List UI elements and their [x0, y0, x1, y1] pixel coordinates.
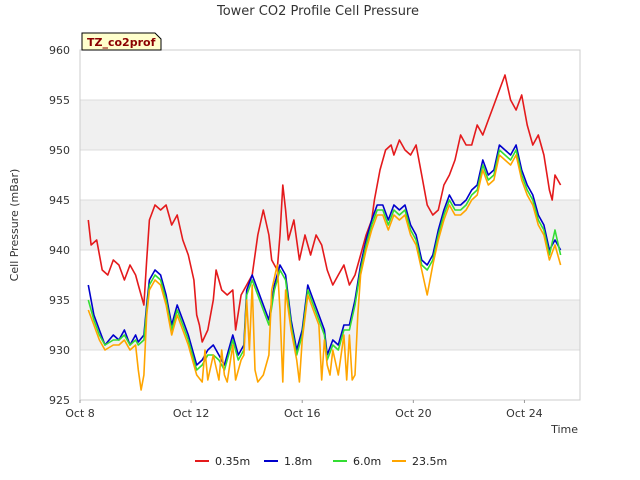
site-label: TZ_co2prof — [87, 36, 156, 49]
legend-label-1.8m: 1.8m — [284, 455, 312, 468]
y-axis-label: Cell Pressure (mBar) — [8, 169, 21, 282]
series-line-6.0m — [87, 149, 562, 371]
band-0 — [80, 100, 580, 150]
x-axis-label: Time — [550, 423, 578, 436]
chart-gridlines — [80, 49, 580, 401]
y-tick-925: 925 — [49, 394, 70, 407]
y-tick-945: 945 — [49, 194, 70, 207]
band-1 — [80, 200, 580, 250]
y-tick-940: 940 — [49, 244, 70, 257]
x-tick-labels: Oct 8 Oct 12 Oct 16 Oct 20 Oct 24 — [65, 400, 543, 420]
band-2 — [80, 300, 580, 350]
legend: 0.35m 1.8m 6.0m 23.5m — [195, 455, 447, 468]
x-tick-12: Oct 20 — [395, 407, 432, 420]
y-tick-960: 960 — [49, 44, 70, 57]
series-lines — [87, 74, 562, 391]
plot-area — [79, 49, 581, 401]
x-tick-0: Oct 8 — [65, 407, 95, 420]
legend-label-23.5m: 23.5m — [412, 455, 447, 468]
legend-label-6.0m: 6.0m — [353, 455, 381, 468]
site-label-tag — [81, 32, 162, 51]
series-line-1.8m — [87, 144, 562, 366]
x-tick-8: Oct 16 — [284, 407, 321, 420]
series-line-0.35m — [87, 74, 562, 343]
x-tick-4: Oct 12 — [173, 407, 210, 420]
series-line-23.5m — [87, 154, 562, 391]
x-tick-16: Oct 24 — [506, 407, 543, 420]
y-tick-955: 955 — [49, 94, 70, 107]
y-tick-930: 930 — [49, 344, 70, 357]
chart-bands — [80, 100, 580, 350]
site-label-box: TZ_co2prof — [81, 32, 162, 51]
legend-label-0.35m: 0.35m — [215, 455, 250, 468]
y-tick-950: 950 — [49, 144, 70, 157]
y-tick-935: 935 — [49, 294, 70, 307]
chart-title: Tower CO2 Profile Cell Pressure — [216, 4, 419, 19]
y-tick-labels: 925 930 935 940 945 950 955 960 — [49, 44, 70, 407]
